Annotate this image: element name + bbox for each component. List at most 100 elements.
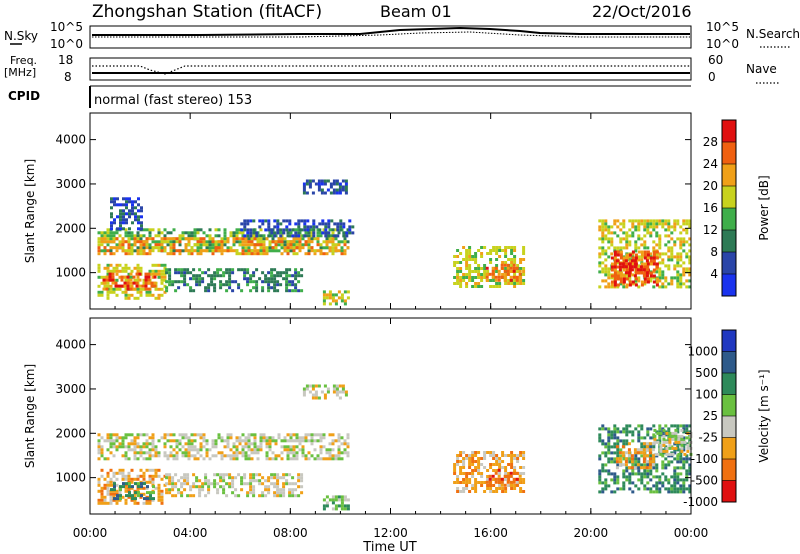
velocity-echo-cell (202, 433, 206, 437)
power-echo-cell (334, 293, 338, 297)
power-echo-cell (513, 279, 517, 282)
velocity-echo-cell (334, 498, 338, 502)
velocity-echo-cell (128, 494, 131, 498)
velocity-echo-cell (628, 475, 632, 479)
power-echo-cell (125, 206, 128, 210)
velocity-y-tick-label: 1000 (55, 471, 86, 485)
power-echo-cell (192, 274, 196, 278)
velocity-echo-cell (186, 473, 190, 477)
power-echo-cell (189, 271, 193, 275)
nsky-label: N.Sky (4, 29, 38, 43)
velocity-echo-cell (622, 469, 626, 473)
power-echo-cell (160, 278, 164, 282)
power-echo-cell (172, 252, 176, 256)
velocity-echo-cell (249, 491, 253, 495)
velocity-echo-cell (252, 485, 256, 489)
velocity-echo-cell (137, 482, 140, 486)
power-echo-cell (271, 237, 275, 241)
power-echo-cell (157, 263, 161, 267)
power-echo-cell (598, 228, 602, 232)
velocity-echo-cell (337, 454, 341, 458)
power-echo-cell (103, 275, 107, 279)
power-echo-cell (646, 277, 650, 281)
power-echo-cell (137, 227, 140, 231)
velocity-echo-cell (231, 476, 235, 480)
velocity-echo-cell (252, 473, 256, 477)
power-echo-cell (328, 228, 332, 232)
power-echo-cell (166, 252, 170, 256)
power-echo-cell (637, 246, 641, 250)
power-echo-cell (658, 261, 662, 265)
velocity-echo-cell (133, 448, 137, 452)
velocity-colorbar-swatch (722, 351, 736, 374)
power-echo-cell (246, 280, 250, 284)
velocity-echo-cell (607, 451, 611, 455)
velocity-colorbar-swatch (722, 330, 736, 352)
power-echo-cell (268, 243, 272, 247)
power-echo-cell (119, 227, 122, 231)
velocity-echo-cell (151, 448, 155, 452)
power-echo-cell (136, 231, 140, 235)
power-echo-cell (679, 240, 683, 244)
power-echo-cell (670, 252, 674, 256)
velocity-echo-cell (100, 498, 104, 502)
velocity-echo-cell (148, 454, 152, 458)
power-echo-cell (280, 237, 284, 241)
velocity-echo-cell (682, 487, 686, 491)
velocity-echo-cell (604, 445, 608, 449)
velocity-echo-cell (187, 448, 191, 452)
velocity-echo-cell (220, 454, 224, 458)
velocity-echo-cell (652, 466, 656, 470)
power-echo-cell (661, 273, 665, 277)
power-echo-cell (670, 246, 674, 250)
velocity-echo-cell (267, 476, 271, 480)
power-echo-cell (286, 249, 290, 253)
power-echo-cell (169, 252, 173, 256)
power-echo-cell (130, 281, 134, 285)
power-echo-cell (491, 269, 495, 273)
velocity-echo-cell (145, 468, 149, 472)
velocity-echo-cell (274, 439, 278, 443)
power-echo-cell (160, 246, 164, 250)
power-echo-cell (616, 274, 620, 278)
power-y-tick-label: 1000 (55, 266, 86, 280)
power-echo-cell (202, 249, 206, 253)
velocity-echo-cell (106, 483, 110, 487)
velocity-echo-cell (676, 478, 680, 482)
velocity-echo-cell (157, 468, 161, 472)
velocity-echo-cell (165, 488, 169, 492)
power-echo-cell (321, 222, 325, 226)
power-echo-cell (297, 289, 301, 293)
velocity-echo-cell (273, 473, 277, 477)
velocity-echo-cell (252, 494, 256, 498)
velocity-echo-cell (307, 457, 311, 461)
velocity-echo-cell (679, 490, 683, 494)
power-echo-cell (616, 271, 620, 275)
velocity-echo-cell (652, 484, 656, 488)
power-echo-cell (640, 255, 644, 259)
velocity-echo-cell (253, 442, 257, 446)
power-echo-cell (601, 249, 605, 253)
power-echo-cell (295, 237, 299, 241)
velocity-echo-cell (300, 491, 304, 495)
power-echo-cell (177, 268, 181, 272)
velocity-echo-cell (607, 457, 611, 461)
velocity-echo-cell (646, 430, 650, 434)
velocity-echo-cell (604, 478, 608, 482)
power-echo-cell (688, 249, 692, 253)
velocity-echo-cell (280, 457, 284, 461)
velocity-echo-cell (601, 442, 605, 446)
power-echo-cell (673, 225, 677, 229)
power-echo-cell (255, 234, 259, 238)
velocity-echo-cell (301, 439, 305, 443)
velocity-echo-cell (471, 454, 475, 457)
power-echo-cell (148, 269, 152, 273)
power-echo-cell (136, 278, 140, 282)
velocity-echo-cell (204, 473, 208, 477)
power-echo-cell (291, 280, 295, 284)
velocity-echo-cell (259, 448, 263, 452)
velocity-echo-cell (497, 474, 501, 478)
velocity-echo-cell (634, 460, 638, 464)
velocity-echo-cell (621, 445, 625, 449)
power-echo-cell (253, 234, 257, 238)
